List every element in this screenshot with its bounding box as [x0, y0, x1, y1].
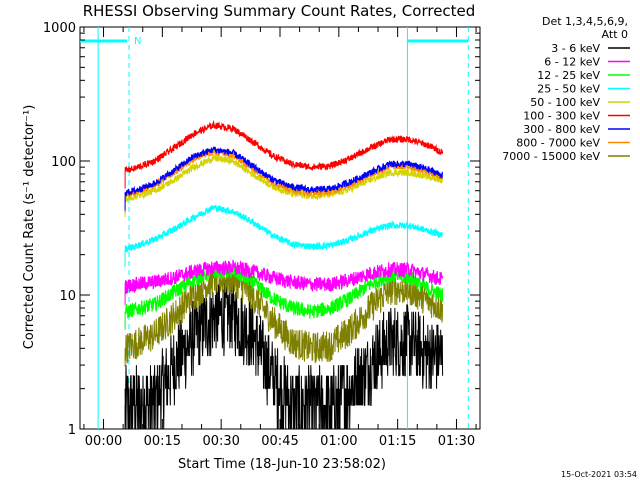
legend-label-1: 6 - 12 keV	[544, 56, 600, 69]
night-marker-label: N	[134, 36, 141, 47]
x-tick-label: 00:30	[202, 434, 239, 449]
series-line-6	[124, 146, 444, 197]
series-line-8	[124, 263, 444, 364]
legend-label-8: 7000 - 15000 keV	[502, 150, 600, 163]
x-tick-label: 01:15	[379, 434, 416, 449]
series-line-4	[124, 153, 444, 203]
legend-label-5: 100 - 300 keV	[523, 110, 600, 123]
series-line-1	[124, 259, 444, 295]
series-layer	[124, 119, 444, 430]
legend-label-6: 300 - 800 keV	[523, 123, 600, 136]
y-tick-label: 100	[51, 155, 76, 170]
x-tick-label: 01:00	[320, 434, 357, 449]
x-tick-label: 00:15	[144, 434, 181, 449]
legend-label-3: 25 - 50 keV	[537, 83, 600, 96]
y-tick-label: 1000	[43, 21, 76, 36]
timestamp: 15-Oct-2021 03:54	[561, 470, 637, 479]
legend-label-0: 3 - 6 keV	[551, 42, 600, 55]
axes: 1 10 100 1000 00:00 00:15 00:30 00:45 01:00 01:15…	[43, 21, 480, 449]
series-line-0	[124, 279, 444, 430]
legend-label-7: 800 - 7000 keV	[516, 137, 600, 150]
legend-header-line-2: Att 0	[602, 28, 628, 41]
legend-header-line-1: Det 1,3,4,5,6,9,	[542, 15, 628, 28]
x-tick-label: 00:00	[85, 434, 122, 449]
chart-title: RHESSI Observing Summary Count Rates, Co…	[83, 2, 476, 20]
series-line-3	[124, 204, 444, 253]
y-axis-label: Corrected Count Rate (s⁻¹ detector⁻¹)	[22, 105, 37, 350]
eclipse-markers: N	[80, 27, 469, 429]
y-tick-label: 1	[68, 423, 76, 438]
series-line-5	[124, 119, 444, 173]
x-tick-label: 00:45	[261, 434, 298, 449]
legend-label-2: 12 - 25 keV	[537, 69, 600, 82]
x-tick-label: 01:30	[438, 434, 475, 449]
legend-label-4: 50 - 100 keV	[530, 96, 600, 109]
y-tick-label: 10	[59, 289, 76, 304]
x-axis-label: Start Time (18-Jun-10 23:58:02)	[178, 457, 386, 472]
